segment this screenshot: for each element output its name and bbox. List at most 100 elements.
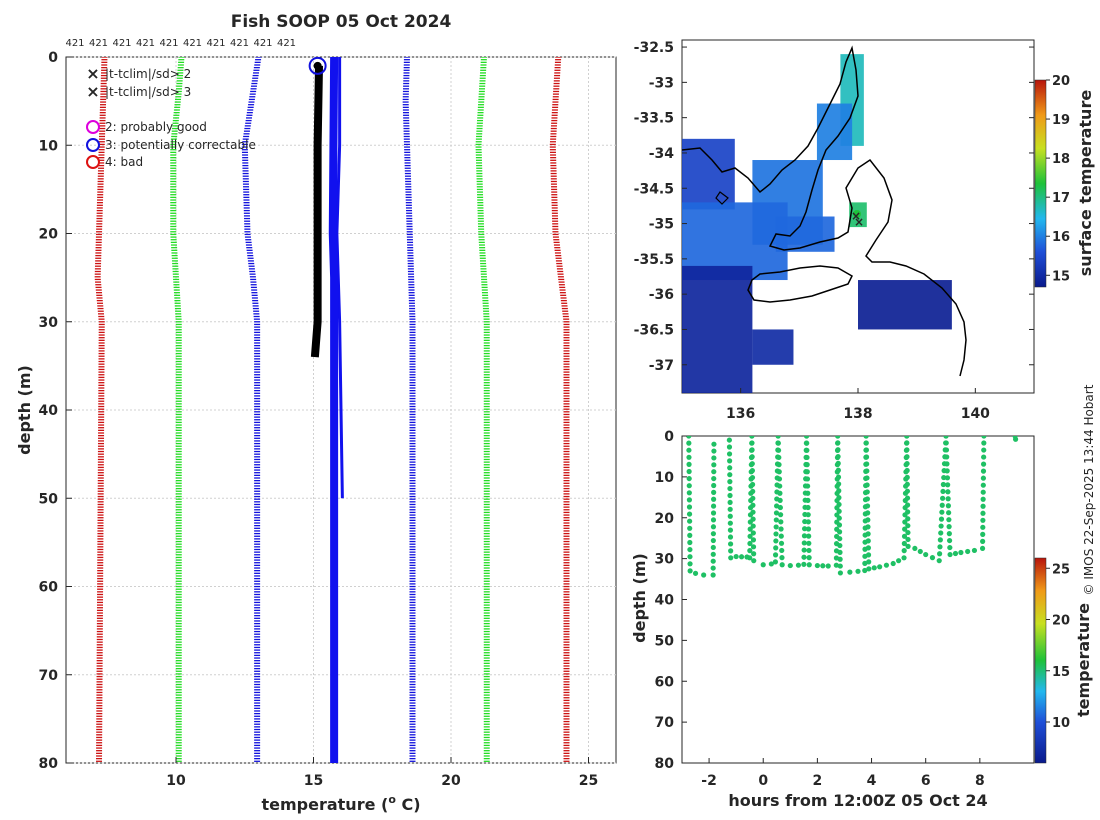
depth-point	[686, 483, 692, 489]
series-point-clim+3sd	[551, 215, 558, 217]
series-point-clim+3sd	[563, 712, 570, 715]
series-point-clim+2sd	[483, 615, 490, 617]
series-point-clim+2sd	[483, 588, 490, 590]
series-point-clim+2sd	[483, 525, 490, 527]
series-point-clim-mean-low	[243, 212, 250, 214]
series-point-clim-2sd	[170, 157, 177, 159]
series-point-clim+3sd	[550, 183, 557, 185]
series-point-clim+2sd	[479, 257, 486, 259]
depth-point	[835, 447, 841, 453]
series-point-clim+2sd	[483, 334, 490, 336]
series-point-clim-mean-low	[243, 135, 250, 138]
series-point-clim-2sd	[175, 96, 182, 98]
series-point-clim+2sd	[483, 495, 490, 498]
ts-y-tick-label: 20	[655, 511, 675, 527]
series-point-clim-mean-high	[403, 130, 410, 132]
series-point-clim-2sd	[175, 93, 182, 95]
map-x-tick-label: 138	[843, 406, 872, 422]
series-point-clim-mean-high	[409, 400, 416, 402]
series-point-clim+3sd	[551, 194, 558, 196]
series-point-clim-mean-high	[409, 673, 416, 675]
depth-point	[937, 551, 943, 557]
depth-point	[912, 545, 918, 552]
series-point-clim-mean-low	[254, 660, 261, 662]
series-point-clim-mean-low	[244, 233, 251, 236]
depth-point	[710, 531, 716, 537]
series-point-clim-3sd	[96, 760, 103, 762]
series-point-clim+2sd	[481, 289, 488, 291]
series-point-clim-mean-low	[242, 164, 249, 167]
series-point-clim+3sd	[553, 88, 560, 90]
series-point-clim-2sd	[175, 580, 182, 582]
series-point-clim-mean-high	[409, 710, 416, 712]
series-point-clim-3sd	[96, 702, 103, 704]
series-point-clim-mean-high	[409, 546, 416, 548]
series-point-clim+3sd	[550, 162, 557, 164]
series-point-clim-2sd	[175, 310, 182, 312]
series-point-clim-2sd	[175, 731, 182, 733]
depth-point	[727, 465, 733, 471]
series-point-clim-mean-high	[409, 506, 416, 508]
series-point-clim-mean-low	[254, 511, 261, 514]
series-point-clim-3sd	[94, 270, 101, 273]
x-tick-label: 20	[441, 773, 461, 789]
sst-patch	[858, 280, 952, 330]
series-point-clim+2sd	[483, 757, 490, 760]
series-point-clim+2sd	[483, 469, 490, 471]
series-point-clim-mean-low	[254, 638, 261, 641]
series-point-clim+3sd	[553, 77, 560, 79]
series-point-clim+3sd	[553, 244, 560, 246]
series-point-clim-mean-high	[409, 712, 416, 715]
series-point-clim-2sd	[175, 712, 182, 715]
series-point-clim+2sd	[483, 546, 490, 548]
series-point-clim+3sd	[563, 736, 570, 739]
series-point-clim-3sd	[98, 162, 105, 164]
series-point-clim+3sd	[563, 532, 570, 535]
series-point-clim-2sd	[175, 675, 182, 678]
series-point-clim-mean-low	[254, 376, 261, 379]
series-point-clim+3sd	[563, 495, 570, 498]
series-point-clim-2sd	[170, 217, 177, 220]
depth-point	[804, 447, 810, 453]
series-point-clim-mean-low	[248, 104, 255, 106]
series-point-clim-mean-low	[254, 607, 261, 609]
series-point-clim-mean-low	[242, 183, 249, 185]
series-point-clim-3sd	[95, 244, 102, 246]
ts-x-tick-label: 8	[975, 773, 985, 789]
depth-point	[711, 441, 717, 447]
series-point-clim+2sd	[483, 400, 490, 402]
series-point-clim-2sd	[175, 699, 182, 702]
series-point-clim+3sd	[563, 617, 570, 619]
top-count-label: 421	[89, 38, 108, 49]
series-point-clim-mean-low	[254, 757, 261, 760]
series-point-clim-mean-high	[407, 249, 414, 251]
series-point-clim-3sd	[97, 575, 104, 577]
series-point-clim-2sd	[170, 202, 177, 204]
series-point-clim+2sd	[483, 403, 490, 405]
series-point-clim-3sd	[99, 133, 106, 135]
depth-point	[904, 454, 910, 460]
series-point-clim-mean-low	[244, 223, 251, 225]
series-point-clim-3sd	[97, 456, 104, 458]
legend-label: 3: potentially correctable	[105, 138, 256, 152]
series-point-clim-mean-high	[409, 567, 416, 569]
series-point-clim+3sd	[563, 538, 570, 540]
series-point-clim+2sd	[483, 556, 490, 559]
series-point-clim+3sd	[555, 59, 562, 61]
series-point-clim-mean-high	[405, 202, 412, 204]
series-point-clim-2sd	[170, 212, 177, 214]
series-point-clim-mean-high	[403, 88, 410, 90]
depth-point	[980, 510, 986, 516]
series-point-clim+3sd	[563, 379, 570, 381]
series-point-clim-mean-high	[403, 119, 410, 122]
series-point-clim-mean-low	[254, 601, 261, 604]
temp-colorbar-label: temperature	[1074, 603, 1093, 717]
series-point-clim-mean-low	[254, 490, 261, 492]
series-point-clim+2sd	[483, 466, 490, 469]
series-point-clim-2sd	[175, 570, 182, 572]
series-point-clim-3sd	[96, 622, 103, 625]
legend-label: 4: bad	[105, 155, 143, 169]
series-point-clim+3sd	[551, 199, 558, 201]
